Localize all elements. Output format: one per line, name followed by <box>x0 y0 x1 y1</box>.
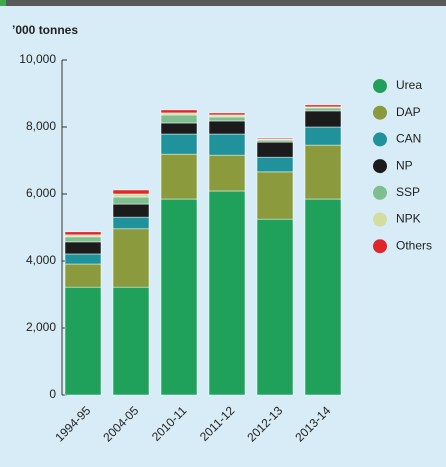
y-tick-label: 2,000 <box>26 320 56 334</box>
legend-marker <box>373 79 387 93</box>
legend-marker <box>373 132 387 147</box>
legend-marker <box>373 105 387 120</box>
bar-segment <box>112 193 150 198</box>
bar-segment <box>256 137 294 140</box>
legend-marker <box>373 212 387 227</box>
bar-segment <box>160 109 198 114</box>
legend-marker <box>373 159 387 174</box>
bar-segment <box>64 253 102 265</box>
bar-segment <box>64 241 102 255</box>
bar-segment <box>160 198 198 396</box>
top-bar <box>0 0 446 6</box>
bar-segment <box>160 114 198 124</box>
bar-segment <box>256 139 294 143</box>
legend-label: NP <box>396 158 413 172</box>
bar-segment <box>208 112 246 116</box>
bar-segment <box>112 196 150 205</box>
bar-segment <box>112 216 150 230</box>
bar-segment <box>64 234 102 238</box>
legend-marker <box>373 185 387 200</box>
bar-segment <box>256 218 294 396</box>
bar-segment <box>208 154 246 192</box>
bar-segment <box>304 144 342 200</box>
y-tick-label: 4,000 <box>26 253 56 267</box>
y-tick-label: 0 <box>49 387 56 401</box>
bar-segment <box>208 120 246 135</box>
bar-segment <box>112 203 150 218</box>
y-tick-label: 6,000 <box>26 186 56 200</box>
y-axis-label: ’000 tonnes <box>12 23 78 37</box>
legend-label: SSP <box>396 185 420 199</box>
bar-segment <box>304 126 342 146</box>
bar-segment <box>208 114 246 118</box>
y-tick-label: 10,000 <box>19 52 56 66</box>
y-tick-label: 8,000 <box>26 119 56 133</box>
bar-segment <box>256 171 294 220</box>
bar-segment <box>112 228 150 288</box>
legend-marker <box>373 239 387 254</box>
bar-segment <box>64 263 102 288</box>
bar-segment <box>304 104 342 108</box>
bar-segment <box>112 189 150 195</box>
bar-segment <box>160 133 198 155</box>
bar-segment <box>256 141 294 158</box>
legend-label: CAN <box>396 132 421 146</box>
bar-segment <box>304 110 342 128</box>
bar-segment <box>64 236 102 243</box>
bar-segment <box>304 107 342 112</box>
legend-label: NPK <box>396 212 421 226</box>
bar-segment <box>160 122 198 135</box>
top-accent <box>0 0 6 6</box>
bar-segment <box>64 231 102 236</box>
bar-segment <box>208 133 246 156</box>
bar-segment <box>160 153 198 200</box>
legend-label: Urea <box>396 78 422 92</box>
bar-segment <box>208 116 246 122</box>
legend-label: DAP <box>396 105 421 119</box>
bar-segment <box>64 286 102 396</box>
bar-segment <box>112 286 150 396</box>
legend-label: Others <box>396 238 432 252</box>
bar-segment <box>208 190 246 396</box>
bar-segment <box>304 198 342 396</box>
bar-segment <box>160 112 198 116</box>
bar-segment <box>256 156 294 173</box>
